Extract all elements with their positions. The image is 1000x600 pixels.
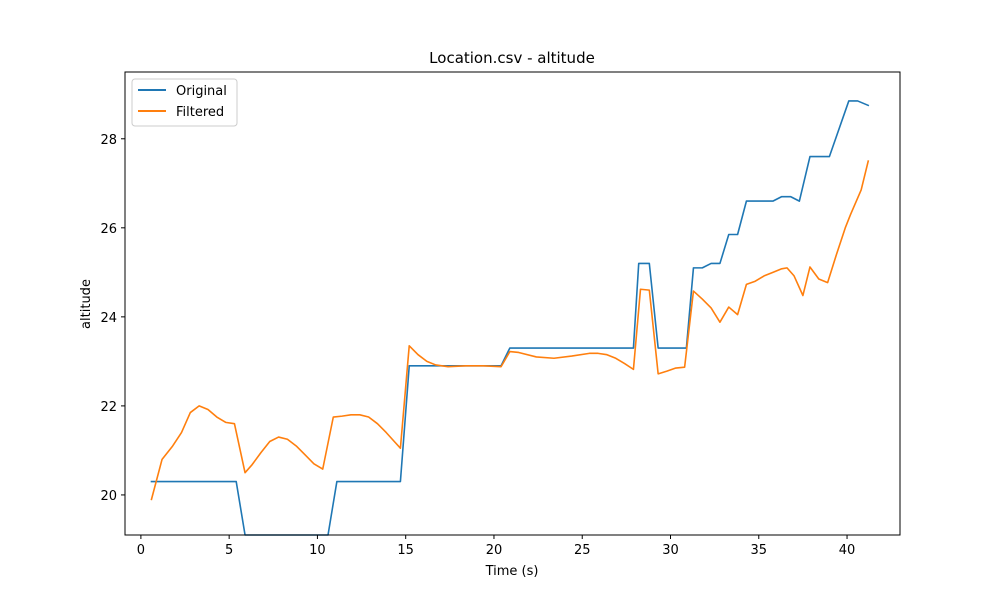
legend: Original Filtered <box>131 78 238 127</box>
y-tick-label: 28 <box>100 133 117 148</box>
x-tick-label: 30 <box>662 543 679 558</box>
plot-frame <box>124 71 901 536</box>
series-line-original <box>150 100 870 536</box>
y-tick-label: 26 <box>100 222 117 237</box>
legend-label-original: Original <box>176 84 227 99</box>
series-line-filtered <box>150 160 870 501</box>
x-tick-label: 10 <box>309 543 326 558</box>
x-tick-label: 15 <box>397 543 414 558</box>
x-axis-label: Time (s) <box>485 564 539 579</box>
x-axis-ticks: 0 5 10 15 20 25 30 35 40 <box>137 535 856 558</box>
x-tick-label: 0 <box>137 543 145 558</box>
y-tick-label: 22 <box>100 400 117 415</box>
y-axis-ticks: 20 22 24 26 28 <box>100 133 125 504</box>
x-tick-label: 20 <box>486 543 503 558</box>
y-tick-label: 20 <box>100 489 117 504</box>
x-tick-label: 5 <box>225 543 233 558</box>
y-tick-label: 24 <box>100 311 117 326</box>
chart-title: Location.csv - altitude <box>429 49 595 67</box>
y-axis-label: altitude <box>79 279 94 329</box>
x-tick-label: 40 <box>839 543 856 558</box>
x-tick-label: 35 <box>750 543 767 558</box>
x-tick-label: 25 <box>574 543 591 558</box>
series-layer <box>150 100 870 536</box>
legend-label-filtered: Filtered <box>176 105 224 120</box>
